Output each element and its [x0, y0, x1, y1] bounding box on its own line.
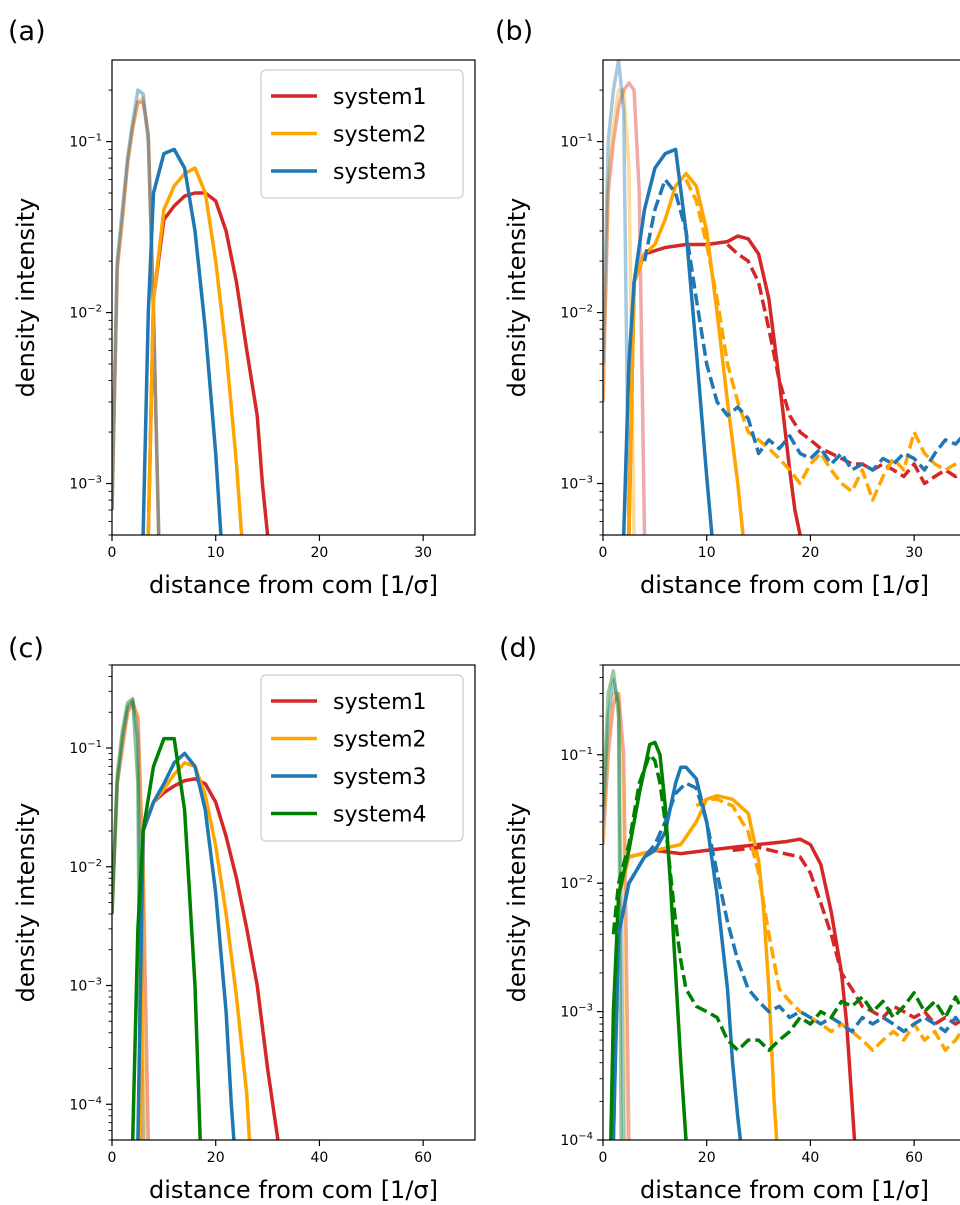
x-tick-label: 0	[599, 1150, 608, 1166]
y-tick-label: 10−3	[560, 475, 593, 493]
axes-frame	[111, 59, 476, 536]
series-group	[603, 669, 960, 1140]
series-line-system3-dashed	[616, 781, 960, 1034]
series-line-system3-dashed	[642, 177, 960, 472]
series-line-system1	[603, 81, 647, 535]
y-tick-label: 10−1	[560, 746, 593, 764]
series-line-system2-dashed	[695, 797, 960, 1052]
series-line-system2	[611, 793, 779, 1140]
panel-label: (b)	[495, 16, 533, 47]
y-axis-label: density intensity	[503, 198, 531, 398]
y-axis-label: density intensity	[12, 803, 40, 1003]
legend-entry: system4	[333, 803, 427, 828]
x-axis-label: distance from com [1/σ]	[149, 1176, 438, 1204]
x-tick-label: 60	[905, 1150, 923, 1166]
panel-label: (c)	[8, 633, 44, 664]
series-line-system2	[146, 166, 244, 535]
y-tick-label: 10−4	[69, 1095, 102, 1113]
x-tick-label: 0	[108, 545, 117, 561]
series-line-system2	[603, 88, 636, 535]
x-tick-label: 10	[698, 545, 716, 561]
x-tick-label: 10	[207, 545, 225, 561]
series-line-system4	[603, 669, 623, 1140]
series-line-system3	[611, 765, 743, 1140]
series-line-system2	[603, 691, 629, 1140]
series-line-system3	[141, 147, 223, 535]
chart-panel: (d) 0 20 40 60 10−4 10−3 10−2 10−1 distance from …	[499, 633, 960, 1204]
y-tick-label: 10−4	[560, 1131, 593, 1149]
legend-entry: system3	[333, 160, 427, 185]
x-tick-label: 20	[802, 545, 820, 561]
x-tick-label: 0	[599, 545, 608, 561]
series-line-system1	[603, 691, 631, 1140]
series-line-system1-dashed	[732, 845, 960, 1026]
series-line-system4	[130, 736, 202, 1140]
series-line-system4-dashed	[611, 753, 960, 1052]
y-tick-label: 10−2	[69, 858, 102, 876]
legend: system1 system2 system3	[260, 69, 464, 199]
axes-frame	[602, 59, 960, 536]
chart-panel: (b) 0 10 20 30 10−3 10−2 10−1 distance from com …	[495, 16, 960, 599]
x-axis-label: distance from com [1/σ]	[640, 1176, 929, 1204]
y-tick-label: 10−3	[560, 1003, 593, 1021]
x-tick-label: 60	[414, 1150, 432, 1166]
legend-box	[260, 69, 464, 199]
x-tick-label: 40	[802, 1150, 820, 1166]
series-line-system4	[112, 696, 143, 1140]
x-tick-label: 30	[414, 545, 432, 561]
x-tick-label: 20	[311, 545, 329, 561]
y-tick-label: 10−3	[69, 475, 102, 493]
x-tick-label: 20	[207, 1150, 225, 1166]
y-tick-label: 10−2	[560, 874, 593, 892]
series-line-system3	[621, 147, 714, 535]
x-tick-label: 20	[698, 1150, 716, 1166]
legend-entry: system1	[333, 690, 427, 715]
x-tick-label: 30	[905, 545, 923, 561]
series-group	[112, 88, 270, 535]
y-tick-label: 10−2	[69, 304, 102, 322]
series-line-system1	[146, 191, 270, 535]
x-tick-label: 0	[108, 1150, 117, 1166]
y-axis-label: density intensity	[12, 198, 40, 398]
legend-entry: system2	[333, 728, 427, 753]
chart-panel: (a) 0 10 20 30 10−3 10−2 10−1 distance from com …	[8, 16, 476, 599]
series-group	[603, 60, 960, 535]
series-line-system2	[138, 761, 252, 1140]
series-line-system1-dashed	[726, 243, 960, 486]
series-line-system3	[136, 751, 236, 1140]
y-axis-label: density intensity	[503, 803, 531, 1003]
series-group	[112, 696, 280, 1140]
series-line-system2-dashed	[684, 178, 960, 502]
legend: system1 system2 system3 system4	[260, 674, 464, 842]
legend-box	[260, 674, 464, 842]
legend-entry: system3	[333, 765, 427, 790]
panel-label: (d)	[499, 633, 537, 664]
series-line-system1	[627, 234, 802, 535]
y-tick-label: 10−1	[69, 133, 102, 151]
chart-panel: (c) 0 20 40 60 10−4 10−3 10−2 10−1 distance from …	[8, 633, 476, 1204]
y-tick-label: 10−1	[560, 133, 593, 151]
panel-label: (a)	[8, 16, 46, 47]
y-tick-label: 10−2	[560, 304, 593, 322]
legend-entry: system2	[333, 123, 427, 148]
series-line-system3	[603, 678, 626, 1140]
series-line-system3	[603, 60, 631, 535]
axes-frame	[602, 664, 960, 1141]
series-line-system3	[112, 698, 145, 1140]
x-tick-label: 40	[311, 1150, 329, 1166]
y-tick-label: 10−1	[69, 739, 102, 757]
x-axis-label: distance from com [1/σ]	[149, 571, 438, 599]
legend-entry: system1	[333, 85, 427, 110]
y-tick-label: 10−3	[69, 977, 102, 995]
x-axis-label: distance from com [1/σ]	[640, 571, 929, 599]
